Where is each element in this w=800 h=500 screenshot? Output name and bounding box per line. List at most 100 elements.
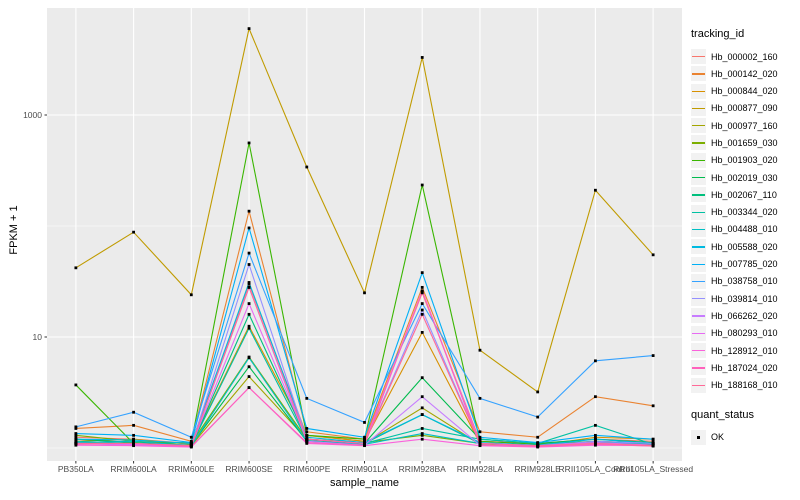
data-point	[247, 263, 251, 266]
legend-item: Hb_187024_020	[691, 360, 799, 376]
legend-item: Hb_002067_110	[691, 187, 799, 203]
legend-item: Hb_000142_020	[691, 66, 799, 82]
data-point	[247, 326, 251, 330]
data-point	[594, 423, 597, 427]
data-point	[363, 442, 366, 445]
data-point	[363, 421, 366, 424]
x-tick-label: RRIM928LA	[457, 464, 504, 474]
legend-key-line-icon	[692, 384, 705, 386]
legend-item-label: Hb_001659_030	[711, 137, 778, 148]
data-point	[363, 443, 366, 447]
legend-key	[691, 221, 706, 237]
legend-item-label: Hb_039814_010	[711, 293, 778, 304]
y-tick-label: 1000	[23, 110, 42, 120]
data-point	[132, 230, 135, 234]
data-point	[363, 291, 366, 295]
data-point	[247, 282, 251, 286]
legend-key-line-icon	[692, 125, 705, 127]
data-point	[420, 395, 424, 399]
legend-key	[691, 152, 706, 168]
legend-key	[691, 377, 706, 393]
data-point	[74, 442, 78, 445]
data-point	[594, 188, 597, 192]
data-point	[478, 348, 482, 352]
data-point	[651, 442, 655, 445]
data-point	[247, 375, 251, 378]
legend-item: Hb_128912_010	[691, 343, 799, 359]
data-point	[594, 435, 597, 439]
legend-item-label: Hb_007785_020	[711, 259, 778, 270]
legend-key	[691, 325, 706, 341]
data-point	[132, 444, 135, 448]
ok-legend-key	[691, 429, 706, 445]
data-point	[651, 404, 655, 408]
data-point	[74, 432, 78, 435]
legend-key	[691, 100, 706, 116]
data-point	[247, 141, 251, 145]
legend-key	[691, 256, 706, 272]
legend-item-label: Hb_000977_160	[711, 120, 778, 131]
legend-item: Hb_000844_020	[691, 83, 799, 99]
x-tick-label: RRIM928BA	[399, 464, 447, 474]
legend-item-ok: OK	[691, 429, 799, 445]
legend-key-line-icon	[692, 159, 705, 162]
data-point	[420, 183, 424, 187]
data-point	[132, 442, 135, 445]
legend-item-label: Hb_000844_020	[711, 86, 778, 97]
legend-item-label: Hb_066262_020	[711, 310, 778, 321]
data-point	[247, 27, 251, 31]
legend-key-line-icon	[692, 194, 705, 196]
x-tick-label: RRIM600PE	[283, 464, 331, 474]
legend-item: Hb_007785_020	[691, 256, 799, 272]
legend-item-label: Hb_038758_010	[711, 276, 778, 287]
legend-key	[691, 204, 706, 220]
legend-key-line-icon	[692, 263, 705, 265]
data-point	[247, 285, 251, 289]
legend-key	[691, 343, 706, 359]
legend-item: Hb_002019_030	[691, 170, 799, 186]
legend-key-line-icon	[692, 211, 705, 213]
legend: tracking_id Hb_000002_160 Hb_000142_020 Hb…	[691, 28, 799, 447]
legend-item: Hb_003344_020	[691, 204, 799, 220]
x-tick-label: PB350LA	[58, 464, 94, 474]
legend-key-line-icon	[692, 90, 705, 92]
x-tick-label: RRIM600LA	[110, 464, 157, 474]
legend-item-label: Hb_005588_020	[711, 241, 778, 252]
data-point	[247, 281, 251, 284]
legend-key-line-icon	[692, 367, 705, 369]
data-point	[247, 356, 251, 360]
legend-item: Hb_001659_030	[691, 135, 799, 151]
data-point	[420, 56, 424, 59]
legend-item: Hb_004488_010	[691, 221, 799, 237]
legend-item-label: Hb_187024_020	[711, 362, 778, 373]
legend-key-line-icon	[692, 315, 705, 317]
x-tick-label: RRIM928LE	[515, 464, 562, 474]
legend-item: Hb_005588_020	[691, 239, 799, 255]
data-point	[247, 365, 251, 369]
data-point	[420, 432, 424, 435]
legend-key	[691, 273, 706, 289]
legend-item-label: Hb_004488_010	[711, 224, 778, 235]
legend-item: Hb_001903_020	[691, 152, 799, 168]
legend-item: Hb_000877_090	[691, 100, 799, 116]
data-point	[420, 308, 424, 312]
x-tick-label: RRIM901LA	[341, 464, 388, 474]
x-axis-title: sample_name	[329, 477, 400, 489]
data-point	[420, 271, 424, 275]
data-point	[363, 435, 366, 439]
data-point	[305, 427, 309, 430]
legend-item: Hb_080293_010	[691, 325, 799, 341]
legend-item: Hb_038758_010	[691, 273, 799, 289]
data-point	[74, 427, 78, 430]
legend-key	[691, 239, 706, 255]
legend-item-label: Hb_188168_010	[711, 380, 778, 391]
data-point	[363, 437, 366, 441]
data-point	[594, 437, 597, 441]
data-point	[594, 433, 597, 437]
data-point	[536, 444, 540, 448]
legend-key	[691, 49, 706, 64]
data-point	[478, 437, 482, 441]
legend-key	[691, 135, 706, 151]
data-point	[189, 435, 193, 439]
legend-item-label: Hb_003344_020	[711, 207, 778, 218]
